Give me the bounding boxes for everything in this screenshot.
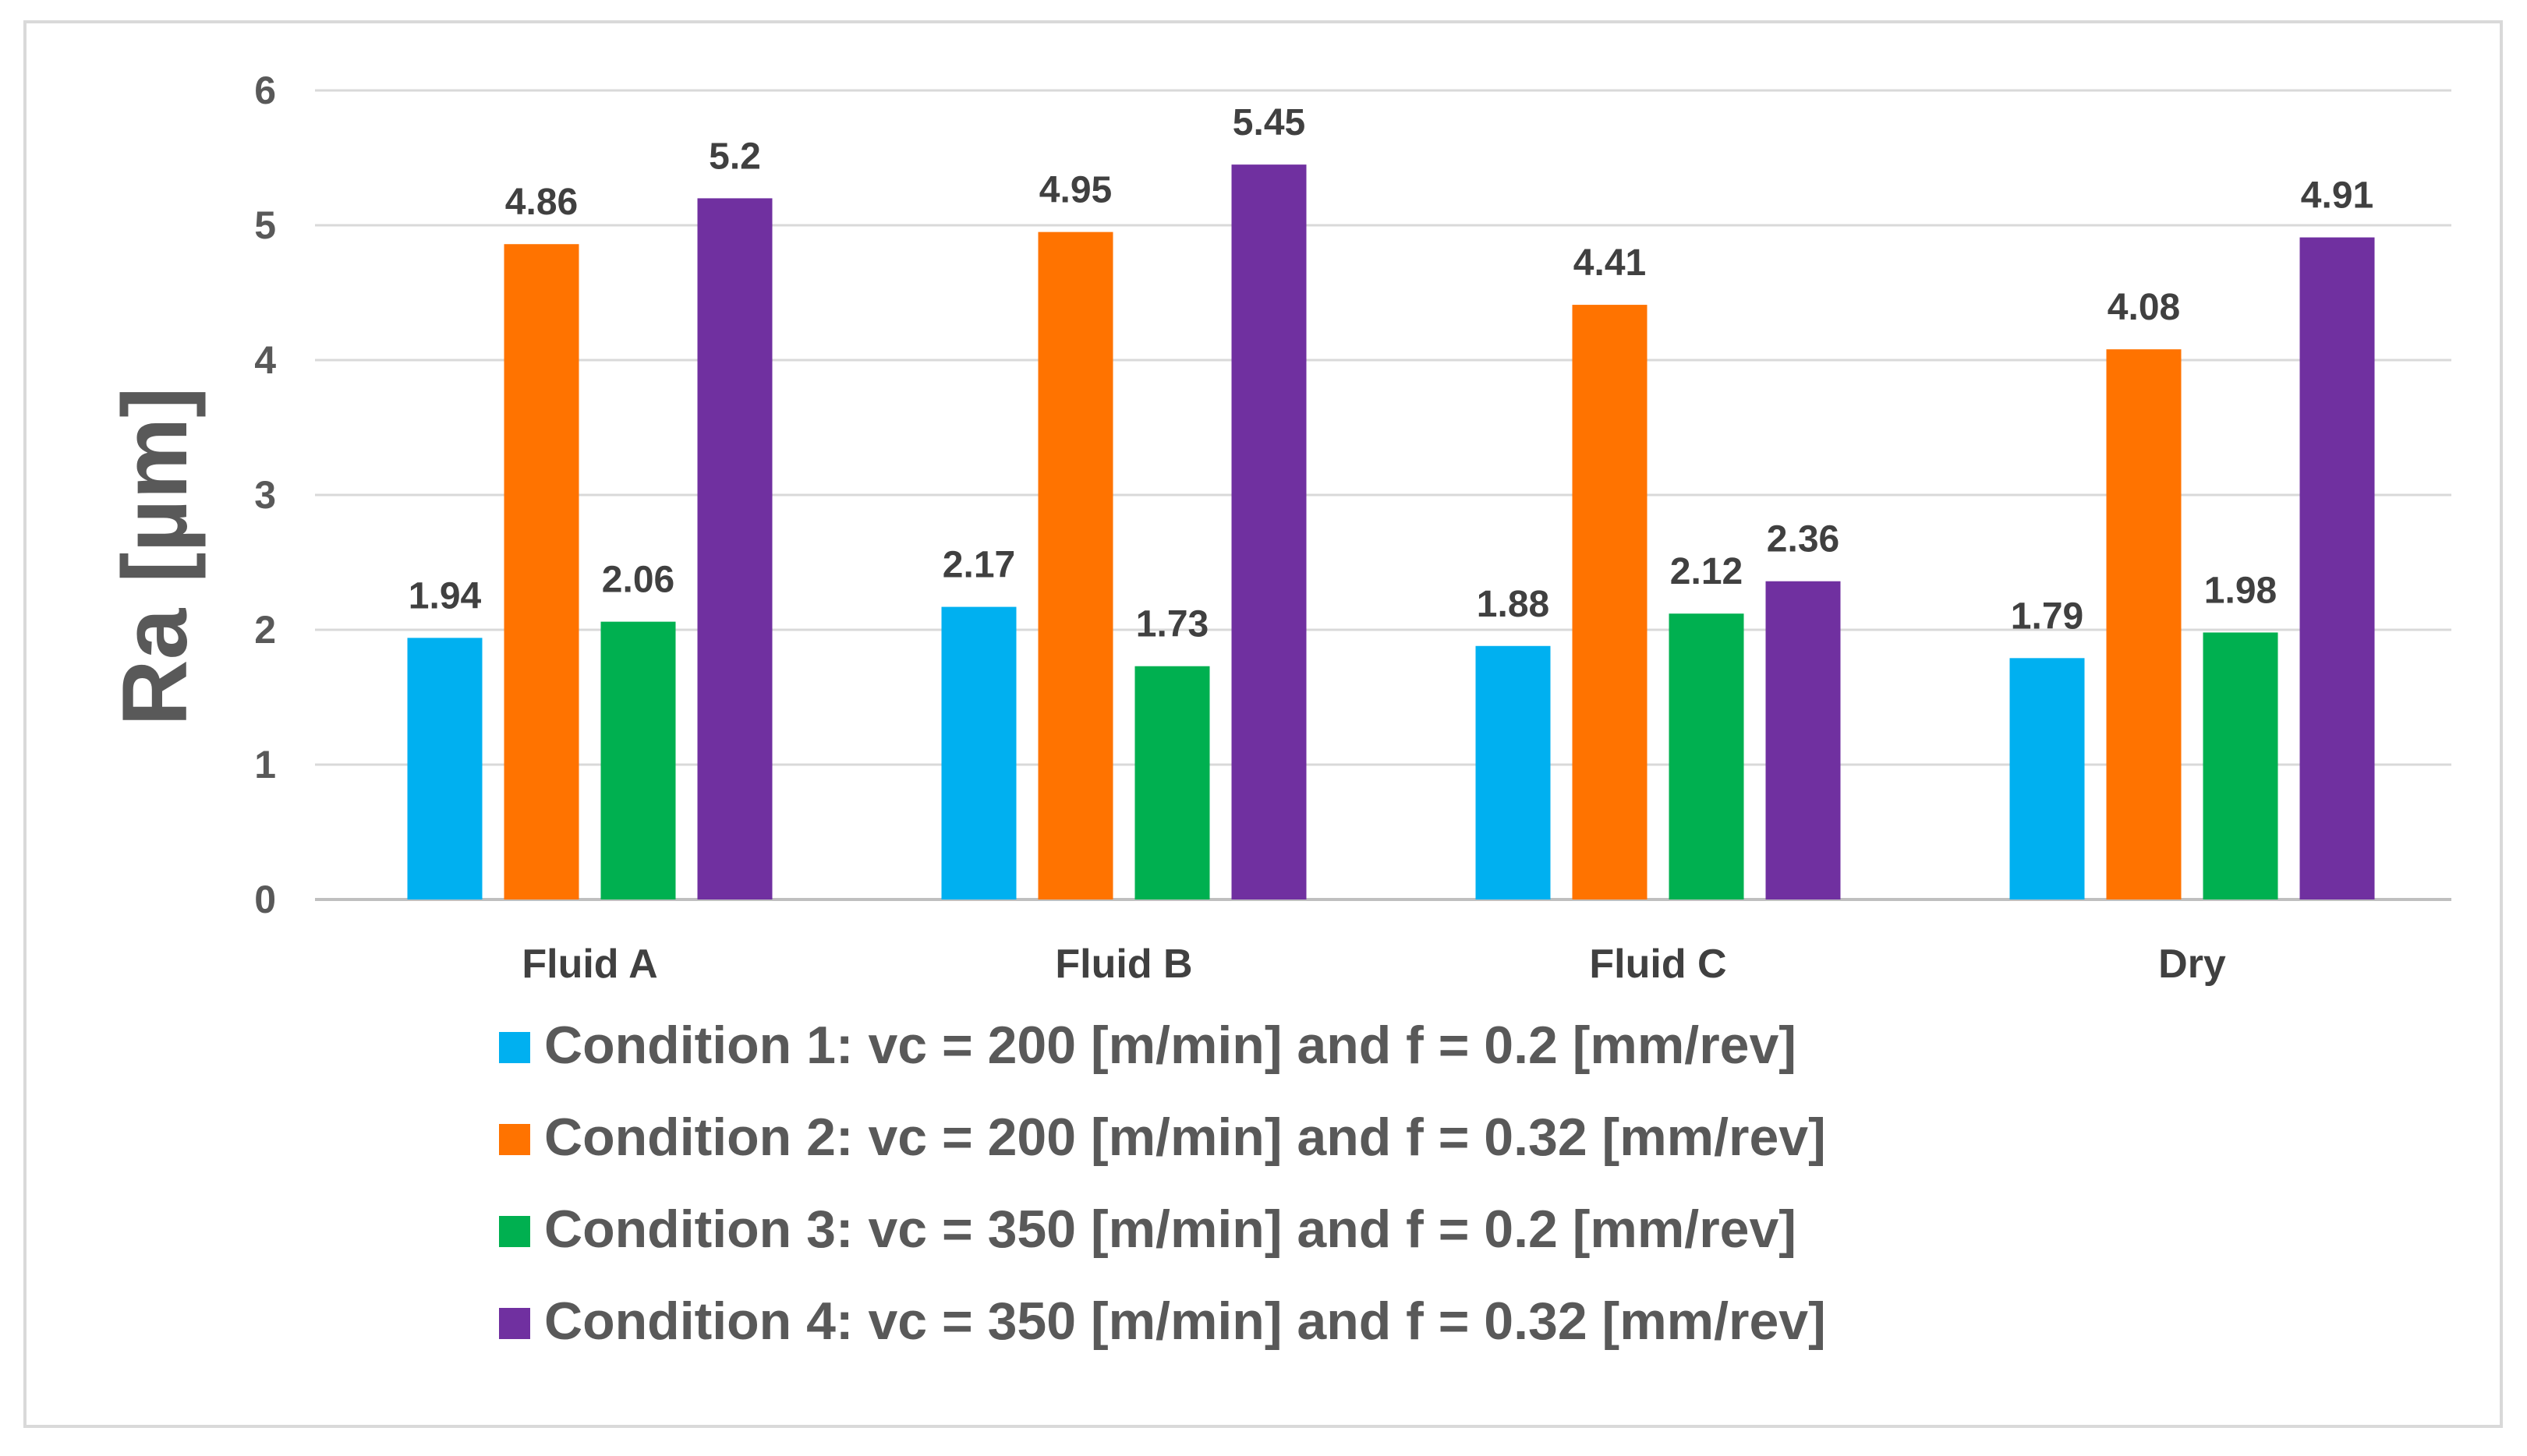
legend-swatch bbox=[499, 1124, 530, 1155]
legend-swatch bbox=[499, 1216, 530, 1247]
x-axis-ticks: Fluid A Fluid B Fluid C Dry bbox=[522, 942, 2226, 987]
x-tick-label: Fluid A bbox=[522, 942, 657, 987]
bar-dry-series-1 bbox=[2009, 658, 2085, 899]
legend-entry: Condition 3: vc = 350 [m/min] and f = 0.… bbox=[544, 1200, 1796, 1259]
data-label: 2.17 bbox=[943, 545, 1015, 586]
bar-fluid-b-series-3 bbox=[1134, 666, 1210, 899]
legend-entry: Condition 2: vc = 200 [m/min] and f = 0.… bbox=[544, 1108, 1826, 1167]
data-label: 4.91 bbox=[2301, 175, 2373, 217]
data-label: 4.08 bbox=[2108, 287, 2180, 328]
y-tick-label: 4 bbox=[254, 338, 276, 382]
legend: Condition 1: vc = 200 [m/min] and f = 0.… bbox=[499, 1016, 1826, 1351]
data-label: 5.2 bbox=[709, 136, 761, 177]
y-tick-label: 1 bbox=[254, 743, 276, 786]
y-tick-label: 6 bbox=[254, 69, 276, 112]
x-tick-label: Fluid B bbox=[1055, 942, 1192, 987]
bars bbox=[407, 164, 2375, 900]
bar-fluid-b-series-4 bbox=[1231, 164, 1307, 899]
data-labels: 1.94 4.86 2.06 5.2 2.17 4.95 1.73 5.45 1.88 4.41 2… bbox=[409, 102, 2373, 645]
data-label: 2.12 bbox=[1670, 551, 1743, 592]
data-label: 5.45 bbox=[1233, 102, 1305, 143]
bar-fluid-a-series-1 bbox=[407, 638, 483, 899]
bar-fluid-b-series-2 bbox=[1038, 231, 1113, 899]
data-label: 1.94 bbox=[409, 575, 482, 617]
legend-swatch bbox=[499, 1032, 530, 1063]
bar-dry-series-4 bbox=[2299, 237, 2375, 899]
y-tick-label: 0 bbox=[254, 878, 276, 921]
bar-fluid-a-series-4 bbox=[697, 198, 773, 899]
bar-fluid-c-series-1 bbox=[1475, 645, 1551, 899]
data-label: 2.36 bbox=[1767, 519, 1839, 560]
x-tick-label: Dry bbox=[2158, 942, 2226, 987]
bar-fluid-c-series-2 bbox=[1572, 305, 1648, 899]
bar-fluid-a-series-2 bbox=[504, 244, 579, 900]
bar-fluid-c-series-4 bbox=[1765, 581, 1841, 899]
bar-dry-series-2 bbox=[2106, 349, 2182, 899]
data-label: 1.79 bbox=[2011, 595, 2083, 637]
y-axis-ticks: 0 1 2 3 4 5 6 bbox=[254, 69, 276, 921]
x-tick-label: Fluid C bbox=[1589, 942, 1726, 987]
data-label: 4.95 bbox=[1039, 170, 1112, 211]
data-label: 1.88 bbox=[1477, 584, 1549, 625]
data-label: 4.86 bbox=[505, 182, 578, 223]
bar-fluid-a-series-3 bbox=[600, 621, 676, 899]
y-axis-title: Ra [µm] bbox=[104, 387, 207, 726]
data-label: 2.06 bbox=[602, 560, 674, 601]
data-label: 4.41 bbox=[1573, 242, 1646, 284]
bar-dry-series-3 bbox=[2203, 632, 2278, 899]
y-tick-label: 5 bbox=[254, 203, 276, 247]
y-tick-label: 2 bbox=[254, 608, 276, 652]
data-label: 1.73 bbox=[1136, 604, 1209, 645]
bar-fluid-b-series-1 bbox=[941, 606, 1017, 899]
bar-fluid-c-series-3 bbox=[1669, 613, 1744, 899]
y-tick-label: 3 bbox=[254, 473, 276, 517]
legend-swatch bbox=[499, 1308, 530, 1339]
legend-entry: Condition 4: vc = 350 [m/min] and f = 0.… bbox=[544, 1292, 1826, 1351]
legend-entry: Condition 1: vc = 200 [m/min] and f = 0.… bbox=[544, 1016, 1796, 1075]
data-label: 1.98 bbox=[2204, 570, 2277, 611]
